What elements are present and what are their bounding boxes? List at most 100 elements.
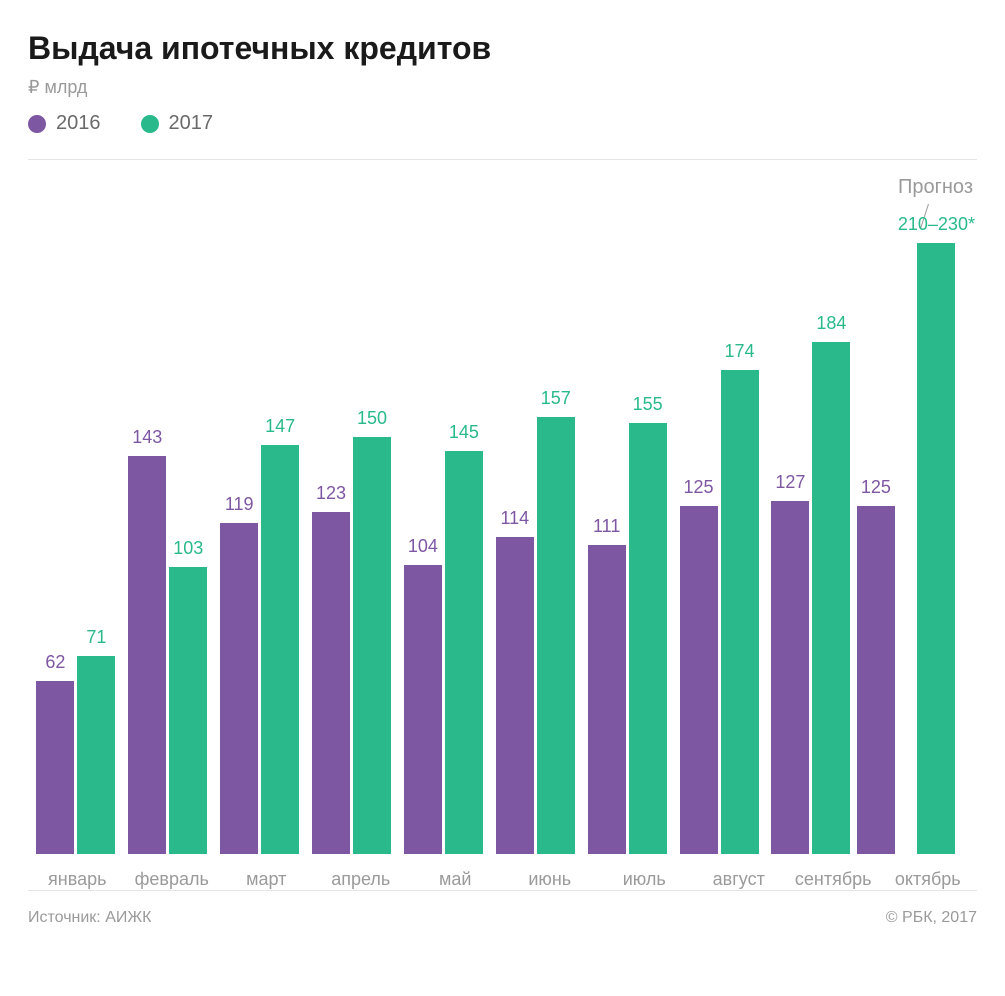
month-group: 62 71: [30, 214, 122, 854]
bar-pair: 104 145: [404, 214, 483, 854]
bar-value-label-2017: 174: [725, 341, 755, 362]
x-axis-label: март: [219, 869, 314, 890]
x-axis-label: октябрь: [881, 869, 976, 890]
header-divider: [28, 159, 977, 160]
bar-wrap-2016: 125: [857, 214, 895, 854]
bar-value-label-2017: 145: [449, 422, 479, 443]
bar-pair: 125 210–230*: [857, 214, 975, 854]
bar-wrap-2016: 62: [36, 214, 74, 854]
bar-2017: [812, 342, 850, 854]
bar-value-label-2016: 62: [45, 652, 65, 673]
bar-value-label-2017: 184: [816, 313, 846, 334]
month-group: 127 184: [765, 214, 857, 854]
x-axis-label: январь: [30, 869, 125, 890]
x-axis-label: апрель: [314, 869, 409, 890]
bar-2017: [77, 656, 115, 854]
legend-label-2017: 2017: [169, 112, 214, 135]
bar-2016: [312, 512, 350, 854]
chart-footer: Источник: АИЖК © РБК, 2017: [28, 891, 977, 927]
month-group: 143 103: [122, 214, 214, 854]
month-group: 123 150: [306, 214, 398, 854]
chart-title: Выдача ипотечных кредитов: [28, 30, 977, 67]
bar-pair: 62 71: [36, 214, 115, 854]
bar-2017: [917, 243, 955, 854]
bar-value-label-2016: 143: [132, 427, 162, 448]
bar-wrap-2016: 143: [128, 214, 166, 854]
bar-pair: 119 147: [220, 214, 299, 854]
bar-pair: 125 174: [680, 214, 759, 854]
forecast-annotation: Прогноз: [898, 176, 973, 199]
bar-wrap-2016: 111: [588, 214, 626, 854]
bar-2016: [496, 537, 534, 854]
chart-subtitle: ₽ млрд: [28, 77, 977, 98]
bar-2017: [261, 445, 299, 854]
bar-2016: [128, 456, 166, 854]
bar-value-label-2016: 125: [861, 477, 891, 498]
x-axis-label: июнь: [503, 869, 598, 890]
bar-2017: [445, 451, 483, 854]
chart-legend: 2016 2017: [28, 112, 977, 135]
bar-wrap-2017: 174: [721, 214, 759, 854]
legend-swatch-2017: [141, 115, 159, 133]
bar-pair: 123 150: [312, 214, 391, 854]
legend-swatch-2016: [28, 115, 46, 133]
bar-wrap-2017: 147: [261, 214, 299, 854]
bar-value-label-2017: 210–230*: [898, 214, 975, 235]
bar-value-label-2017: 157: [541, 388, 571, 409]
bar-2016: [220, 523, 258, 854]
month-group: 125 210–230*: [857, 214, 975, 854]
bar-wrap-2017: 157: [537, 214, 575, 854]
footer-copyright: © РБК, 2017: [886, 909, 977, 927]
bar-pair: 114 157: [496, 214, 575, 854]
bar-wrap-2017: 150: [353, 214, 391, 854]
bar-2016: [857, 506, 895, 854]
x-axis-label: август: [692, 869, 787, 890]
bar-2016: [588, 545, 626, 854]
chart-area: Прогноз 62711431031191471231501041451141…: [28, 170, 977, 890]
x-axis-label: май: [408, 869, 503, 890]
bar-pair: 127 184: [771, 214, 850, 854]
bar-value-label-2016: 123: [316, 483, 346, 504]
bar-value-label-2016: 111: [593, 516, 620, 537]
month-group: 111 155: [581, 214, 673, 854]
bar-value-label-2016: 125: [684, 477, 714, 498]
bar-wrap-2017: 155: [629, 214, 667, 854]
bar-wrap-2017: 184: [812, 214, 850, 854]
bar-value-label-2016: 114: [500, 508, 529, 529]
bar-wrap-2017: 210–230*: [898, 214, 975, 854]
bar-2017: [353, 437, 391, 854]
bar-wrap-2016: 114: [496, 214, 534, 854]
bar-2016: [404, 565, 442, 854]
bar-wrap-2016: 127: [771, 214, 809, 854]
bar-value-label-2017: 71: [86, 627, 106, 648]
bars-container: 62 71 143 103 119 147 123 150 104 145 114 157 111 155…: [28, 214, 977, 854]
bar-value-label-2017: 150: [357, 408, 387, 429]
bar-value-label-2017: 155: [633, 394, 663, 415]
bar-wrap-2016: 125: [680, 214, 718, 854]
bar-wrap-2016: 119: [220, 214, 258, 854]
bar-wrap-2017: 145: [445, 214, 483, 854]
bar-2017: [721, 370, 759, 854]
bar-value-label-2016: 119: [225, 494, 254, 515]
bar-wrap-2016: 123: [312, 214, 350, 854]
month-group: 119 147: [214, 214, 306, 854]
x-axis-label: сентябрь: [786, 869, 881, 890]
bar-pair: 143 103: [128, 214, 207, 854]
legend-item-2016: 2016: [28, 112, 101, 135]
bar-wrap-2017: 103: [169, 214, 207, 854]
bar-pair: 111 155: [588, 214, 667, 854]
bar-2016: [771, 501, 809, 854]
month-group: 104 145: [398, 214, 490, 854]
legend-item-2017: 2017: [141, 112, 214, 135]
bar-2017: [169, 567, 207, 854]
bar-value-label-2017: 103: [173, 538, 203, 559]
legend-label-2016: 2016: [56, 112, 101, 135]
footer-source: Источник: АИЖК: [28, 909, 151, 927]
bar-value-label-2017: 147: [265, 416, 295, 437]
bar-2017: [537, 417, 575, 854]
x-axis-label: июль: [597, 869, 692, 890]
bar-2016: [36, 681, 74, 854]
month-group: 125 174: [673, 214, 765, 854]
bar-wrap-2016: 104: [404, 214, 442, 854]
x-axis-labels: январьфевральмартапрельмайиюньиюльавгуст…: [28, 869, 977, 890]
